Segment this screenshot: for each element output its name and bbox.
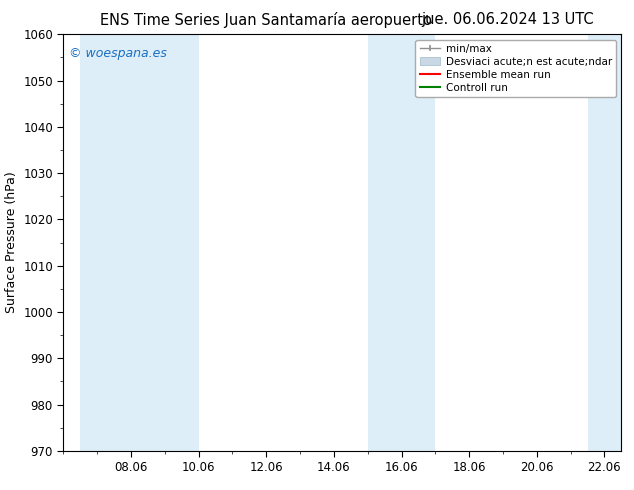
Bar	[368, 34, 436, 451]
Bar	[81, 34, 198, 451]
Bar	[588, 34, 621, 451]
Text: jue. 06.06.2024 13 UTC: jue. 06.06.2024 13 UTC	[421, 12, 593, 27]
Y-axis label: Surface Pressure (hPa): Surface Pressure (hPa)	[4, 172, 18, 314]
Text: ENS Time Series Juan Santamaría aeropuerto: ENS Time Series Juan Santamaría aeropuer…	[100, 12, 432, 28]
Legend: min/max, Desviaci acute;n est acute;ndar, Ensemble mean run, Controll run: min/max, Desviaci acute;n est acute;ndar…	[415, 40, 616, 97]
Text: © woespana.es: © woespana.es	[69, 47, 167, 60]
